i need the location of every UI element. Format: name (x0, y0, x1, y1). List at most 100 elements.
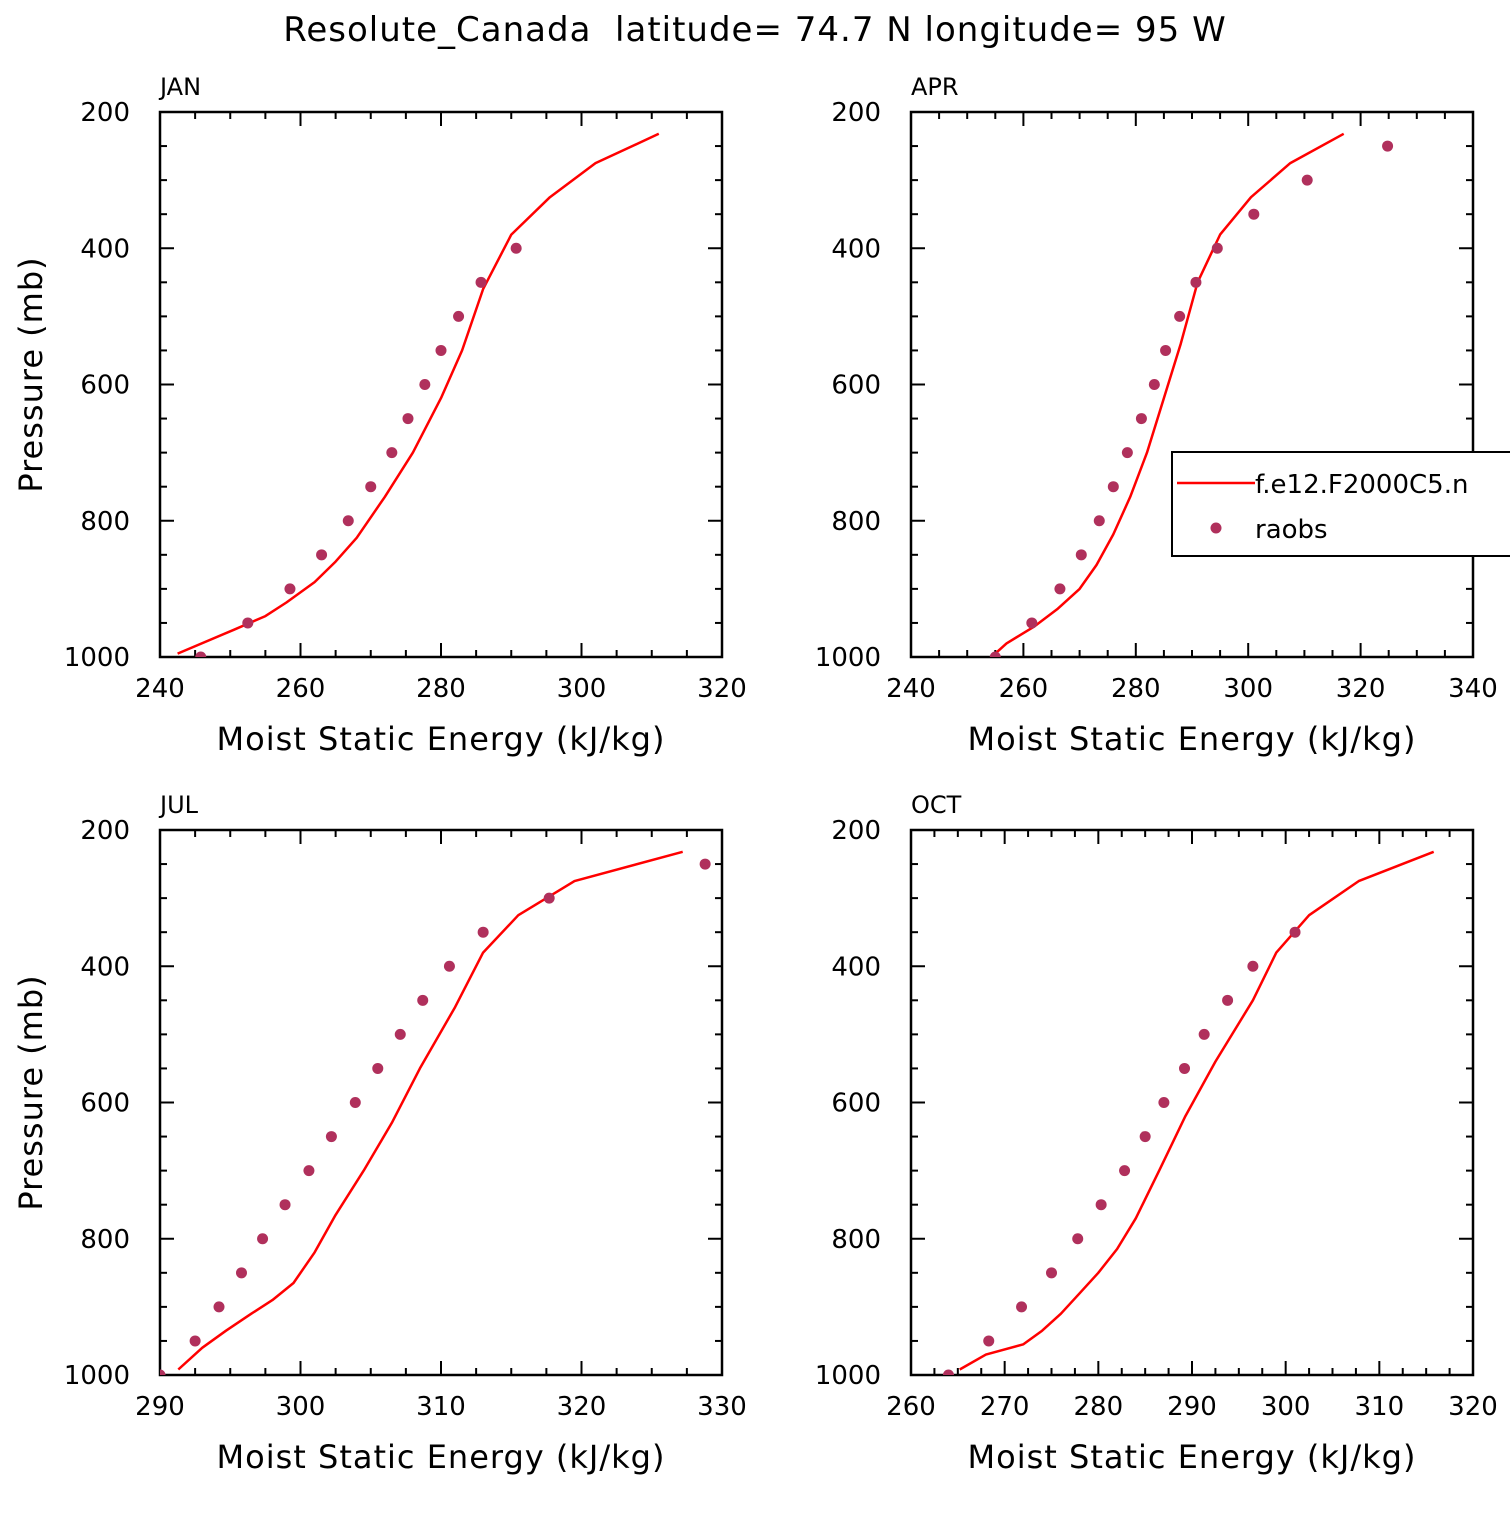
obs-point (365, 481, 377, 493)
obs-point (1046, 1267, 1057, 1279)
obs-point (242, 617, 254, 629)
x-axis-label: Moist Static Energy (kJ/kg) (968, 720, 1417, 758)
panel-label: JAN (158, 73, 201, 101)
obs-point (1119, 1165, 1131, 1177)
x-tick-label: 280 (416, 674, 466, 704)
obs-point (372, 1062, 384, 1074)
obs-point (279, 1199, 291, 1211)
x-tick-label: 340 (1448, 674, 1498, 704)
y-tick-label: 600 (80, 371, 130, 401)
x-tick-label: 300 (1223, 674, 1273, 704)
x-tick-label: 330 (697, 1392, 747, 1422)
obs-point (1248, 208, 1260, 220)
plot-frame (158, 828, 724, 1377)
obs-point (477, 926, 489, 938)
x-axis-label: Moist Static Energy (kJ/kg) (217, 720, 666, 758)
data-layer (942, 850, 1435, 1375)
obs-point (1095, 1199, 1107, 1211)
obs-point (1382, 140, 1394, 152)
y-tick-label: 400 (80, 952, 130, 982)
y-tick-label: 800 (80, 507, 130, 537)
model-line (177, 132, 660, 655)
x-tick-label: 270 (980, 1392, 1030, 1422)
x-tick-label: 320 (697, 674, 747, 704)
y-tick-label: 1000 (64, 1361, 130, 1391)
obs-point (325, 1131, 337, 1143)
y-tick-label: 200 (80, 816, 130, 846)
obs-point (1158, 1097, 1170, 1108)
y-tick-label: 1000 (815, 643, 881, 673)
y-tick-label: 600 (831, 371, 881, 401)
y-tick-label: 400 (80, 234, 130, 264)
y-tick-label: 600 (80, 1089, 130, 1119)
x-tick-label: 300 (276, 1392, 326, 1422)
obs-point (1026, 617, 1038, 629)
panel-jul: 290 300 310 320 330 200 400 600 800 1000 JUL Moist … (12, 791, 747, 1476)
obs-point (1198, 1028, 1210, 1040)
panel-label: APR (911, 73, 959, 101)
obs-point (475, 276, 487, 288)
y-tick-label: 400 (831, 952, 881, 982)
obs-point (989, 651, 1001, 657)
obs-point (1148, 379, 1160, 390)
x-axis-label: Moist Static Energy (kJ/kg) (968, 1438, 1417, 1476)
obs-point (235, 1267, 247, 1279)
obs-point (1135, 413, 1147, 425)
x-tick-label: 320 (1448, 1392, 1498, 1422)
obs-point (189, 1335, 201, 1347)
x-tick-label: 320 (557, 1392, 607, 1422)
x-tick-label: 290 (1167, 1392, 1217, 1422)
y-tick-label: 800 (80, 1225, 130, 1255)
obs-point (1107, 481, 1119, 493)
x-axis-label: Moist Static Energy (kJ/kg) (217, 1438, 666, 1476)
obs-point (160, 1369, 166, 1375)
y-tick-label: 600 (831, 1089, 881, 1119)
x-tick-label: 240 (135, 674, 185, 704)
panel-jan: 240 260 280 300 320 200 400 600 800 1000 JAN Moist … (12, 73, 747, 758)
x-tick-label: 260 (276, 674, 326, 704)
x-tick-label: 300 (1261, 1392, 1311, 1422)
obs-point (1211, 242, 1223, 254)
obs-point (1093, 515, 1105, 527)
y-tick-label: 200 (80, 98, 130, 128)
x-tick-label: 240 (886, 674, 936, 704)
panel-oct: 260 270 280 290 300 310 320 200 400 600 800 1000 OCT… (815, 791, 1498, 1476)
data-layer (160, 850, 711, 1375)
obs-point (394, 1028, 406, 1040)
obs-point (1121, 447, 1133, 459)
y-tick-label: 1000 (64, 643, 130, 673)
y-axis-label: Pressure (mb) (12, 974, 50, 1210)
obs-point (417, 994, 429, 1006)
legend-box (1171, 451, 1510, 557)
obs-point (510, 242, 522, 254)
obs-point (699, 858, 711, 870)
obs-point (443, 960, 455, 972)
x-tick-label: 320 (1336, 674, 1386, 704)
x-tick-label: 280 (1074, 1392, 1124, 1422)
obs-point (543, 892, 555, 904)
obs-point (402, 413, 414, 425)
obs-point (195, 651, 207, 657)
obs-point (1190, 276, 1202, 288)
x-tick-label: 260 (999, 674, 1049, 704)
obs-point (1247, 960, 1259, 972)
obs-point (983, 1335, 995, 1347)
obs-point (257, 1233, 269, 1245)
obs-point (342, 515, 354, 527)
figure-title: Resolute_Canada latitude= 74.7 N longitu… (283, 10, 1227, 50)
x-tick-label: 290 (135, 1392, 185, 1422)
plot-frame (909, 110, 1475, 659)
x-tick-label: 310 (416, 1392, 466, 1422)
y-tick-label: 800 (831, 507, 881, 537)
y-axis-label: Pressure (mb) (12, 256, 50, 492)
data-layer (989, 132, 1394, 657)
obs-point (213, 1301, 225, 1313)
obs-point (349, 1097, 361, 1108)
obs-point (942, 1369, 954, 1375)
obs-point (1301, 174, 1313, 186)
panel-label: OCT (911, 791, 962, 819)
obs-point (1139, 1131, 1151, 1143)
panel-apr: 240 260 280 300 320 340 200 400 600 800 1000 APR Moi… (815, 73, 1498, 758)
